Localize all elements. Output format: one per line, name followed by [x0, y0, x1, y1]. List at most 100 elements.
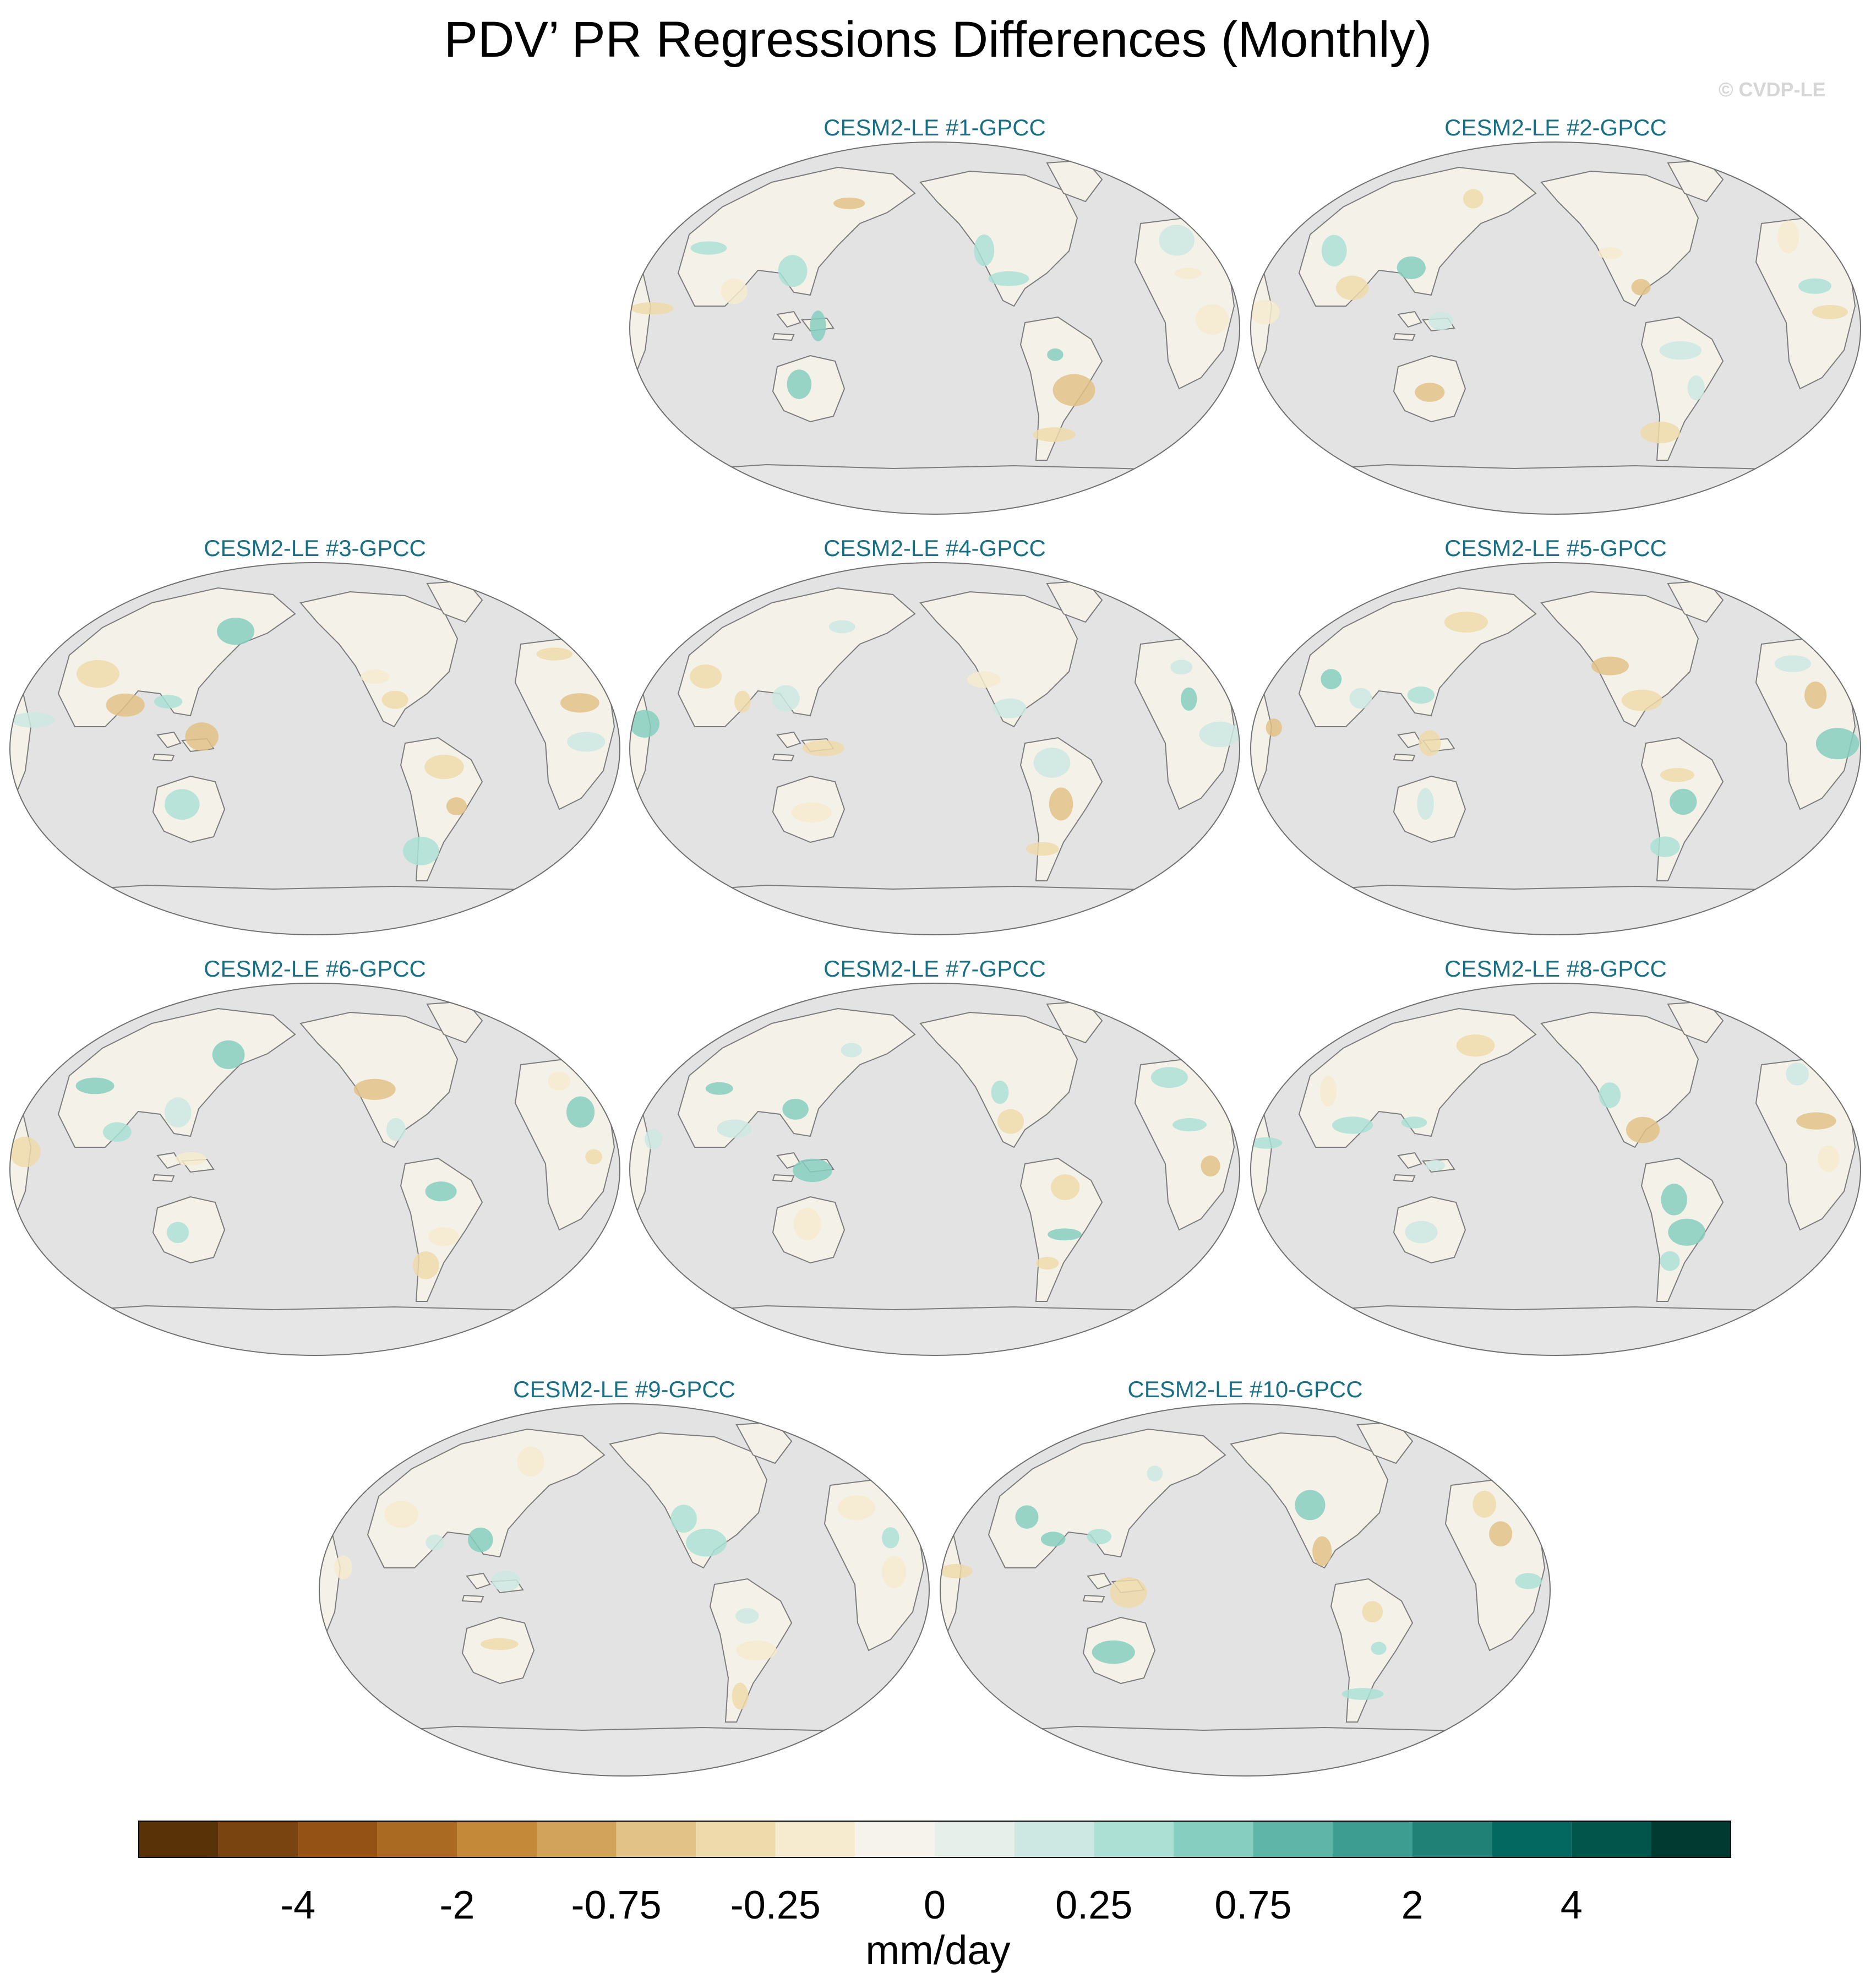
- land-outline: [319, 1725, 929, 1776]
- anomaly-patch: [1591, 656, 1629, 675]
- colorbar-swatch: [775, 1821, 855, 1857]
- anomaly-patch: [1428, 312, 1453, 330]
- anomaly-patch: [1473, 1490, 1496, 1518]
- anomaly-patch: [1669, 788, 1697, 815]
- land-outline: [152, 1196, 226, 1264]
- anomaly-patch: [1147, 1465, 1163, 1481]
- anomaly-patch: [1650, 836, 1680, 857]
- anomaly-patch: [1174, 268, 1202, 280]
- anomaly-patch: [1362, 1601, 1383, 1623]
- anomaly-patch: [567, 732, 606, 752]
- land-outline: [919, 170, 1078, 307]
- anomaly-patch: [386, 1118, 406, 1141]
- anomaly-patch: [426, 1534, 444, 1551]
- anomaly-patch: [1047, 348, 1064, 361]
- colorbar-tick-label: 0: [923, 1883, 946, 1927]
- anomaly-patch: [882, 1527, 899, 1549]
- anomaly-patch: [1336, 275, 1369, 300]
- anomaly-patch: [154, 695, 183, 709]
- anomaly-patch: [1419, 730, 1441, 756]
- panel-title: CESM2-LE #5-GPCC: [1444, 535, 1667, 561]
- anomaly-patch: [1515, 1573, 1542, 1589]
- anomaly-patch: [1251, 299, 1280, 325]
- globe-map: [940, 1403, 1551, 1777]
- anomaly-patch: [1817, 1145, 1840, 1172]
- anomaly-patch: [381, 690, 408, 709]
- anomaly-patch: [1321, 669, 1342, 690]
- anomaly-patch: [974, 234, 995, 266]
- land-outline: [367, 1428, 606, 1568]
- watermark: © CVDP-LE: [1719, 78, 1826, 101]
- land-outline: [1393, 333, 1416, 341]
- anomaly-patch: [787, 369, 812, 399]
- anomaly-patch: [645, 1129, 662, 1150]
- land-outline: [677, 1007, 916, 1148]
- anomaly-patch: [1092, 1640, 1135, 1664]
- anomaly-patch: [428, 1227, 459, 1246]
- anomaly-patch: [1349, 688, 1372, 709]
- anomaly-patch: [175, 1152, 206, 1166]
- page-title: PDV’ PR Regressions Differences (Monthly…: [444, 12, 1432, 68]
- colorbar-tick-label: 2: [1401, 1883, 1424, 1927]
- map-panel-5: CESM2-LE #5-GPCC: [1250, 535, 1862, 959]
- land-outline: [630, 1305, 1240, 1355]
- colorbar-swatch: [139, 1821, 219, 1857]
- anomaly-patch: [1804, 682, 1827, 709]
- anomaly-patch: [1033, 748, 1071, 778]
- anomaly-patch: [686, 1528, 727, 1557]
- land-outline: [1251, 884, 1861, 935]
- anomaly-patch: [1321, 235, 1347, 266]
- anomaly-patch: [882, 1555, 907, 1588]
- globe-map: [9, 983, 620, 1356]
- anomaly-patch: [1444, 612, 1488, 633]
- anomaly-patch: [735, 1608, 759, 1624]
- anomaly-patch: [828, 620, 855, 634]
- land-outline: [1251, 1305, 1861, 1355]
- panel-title: CESM2-LE #8-GPCC: [1444, 956, 1667, 982]
- anomaly-patch: [721, 278, 748, 304]
- anomaly-patch: [1015, 1505, 1039, 1529]
- anomaly-patch: [517, 1446, 544, 1477]
- anomaly-patch: [841, 1043, 862, 1058]
- land-outline: [940, 1725, 1550, 1776]
- panel-title: CESM2-LE #4-GPCC: [824, 535, 1046, 561]
- anomaly-patch: [1312, 1536, 1332, 1566]
- anomaly-patch: [1774, 655, 1811, 672]
- anomaly-patch: [334, 1555, 353, 1579]
- land-outline: [776, 731, 801, 749]
- land-outline: [1087, 1572, 1112, 1590]
- anomaly-patch: [167, 1222, 189, 1244]
- colorbar-swatch: [1014, 1821, 1094, 1857]
- anomaly-patch: [1417, 788, 1434, 820]
- anomaly-patch: [585, 1149, 602, 1165]
- anomaly-patch: [1150, 1067, 1188, 1088]
- anomaly-patch: [1415, 383, 1445, 402]
- land-outline: [1397, 310, 1422, 328]
- map-panel-6: CESM2-LE #6-GPCC: [9, 956, 621, 1380]
- land-outline: [772, 753, 795, 762]
- anomaly-patch: [1621, 689, 1662, 711]
- anomaly-patch: [782, 1098, 809, 1120]
- anomaly-patch: [778, 255, 808, 287]
- anomaly-patch: [967, 671, 1001, 688]
- colorbar-swatch: [1571, 1821, 1651, 1857]
- anomaly-patch: [424, 754, 464, 780]
- anomaly-patch: [106, 693, 145, 717]
- globe-map: [9, 562, 620, 935]
- panel-title: CESM2-LE #3-GPCC: [204, 535, 426, 561]
- anomaly-patch: [1052, 374, 1095, 406]
- anomaly-patch: [772, 685, 800, 712]
- land-outline: [1082, 1594, 1105, 1603]
- globe-border: [629, 983, 1240, 1356]
- map-panel-9: CESM2-LE #9-GPCC: [318, 1376, 930, 1800]
- land-outline: [1251, 464, 1861, 514]
- anomaly-patch: [802, 740, 845, 756]
- globe-border: [1250, 141, 1861, 515]
- anomaly-patch: [1599, 1082, 1621, 1108]
- colorbar-swatch: [1412, 1821, 1492, 1857]
- anomaly-patch: [1463, 189, 1484, 209]
- globe-map: [319, 1403, 930, 1777]
- panel-title: CESM2-LE #9-GPCC: [513, 1376, 735, 1402]
- colorbar-swatch: [457, 1821, 537, 1857]
- anomaly-patch: [1640, 422, 1680, 444]
